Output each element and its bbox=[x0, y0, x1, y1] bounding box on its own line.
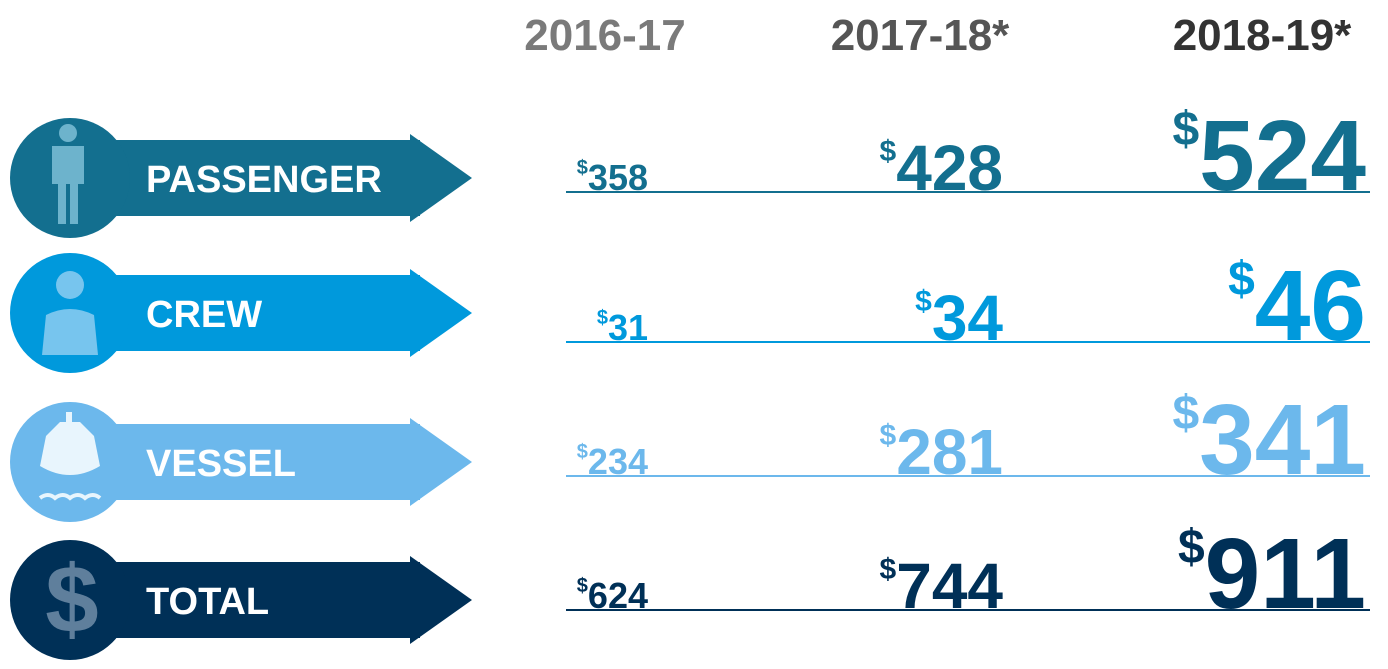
value-number: 358 bbox=[588, 157, 648, 198]
value: $358 bbox=[577, 157, 648, 198]
value-number: 428 bbox=[896, 132, 1003, 204]
value: $744 bbox=[880, 550, 1004, 622]
arrow-head bbox=[410, 556, 472, 644]
value-number: 911 bbox=[1205, 518, 1366, 630]
value-number: 744 bbox=[896, 550, 1003, 622]
row-label: TOTAL bbox=[146, 581, 269, 623]
currency-sign: $ bbox=[880, 419, 897, 452]
icon-waves bbox=[38, 493, 102, 501]
value-number: 46 bbox=[1255, 250, 1366, 362]
row-label: CREW bbox=[146, 294, 262, 336]
currency-sign: $ bbox=[1228, 253, 1255, 306]
value: $281 bbox=[880, 416, 1003, 488]
currency-sign: $ bbox=[577, 157, 588, 179]
value: $34 bbox=[915, 282, 1003, 354]
currency-sign: $ bbox=[915, 285, 932, 318]
value: $31 bbox=[597, 307, 648, 348]
column-header: 2017-18* bbox=[831, 11, 1010, 60]
value-number: 341 bbox=[1199, 384, 1366, 496]
value-number: 281 bbox=[896, 416, 1003, 488]
value: $524 bbox=[1172, 100, 1366, 212]
value: $911 bbox=[1178, 518, 1366, 630]
currency-sign: $ bbox=[597, 307, 608, 329]
currency-sign: $ bbox=[1172, 103, 1199, 156]
arrow-head bbox=[410, 134, 472, 222]
icon-ship bbox=[40, 412, 100, 475]
row-banner: $ TOTAL bbox=[10, 540, 472, 660]
row-banner: VESSEL bbox=[10, 402, 472, 522]
icon-person-head bbox=[59, 124, 77, 142]
currency-sign: $ bbox=[880, 135, 897, 168]
value: $428 bbox=[880, 132, 1003, 204]
column-header: 2016-17 bbox=[524, 11, 685, 60]
row-banner: CREW bbox=[10, 253, 472, 373]
currency-sign: $ bbox=[577, 575, 588, 597]
currency-sign: $ bbox=[1172, 387, 1199, 440]
value: $46 bbox=[1228, 250, 1366, 362]
row-label: VESSEL bbox=[146, 443, 296, 485]
icon-crew-body bbox=[42, 309, 98, 355]
currency-sign: $ bbox=[577, 441, 588, 463]
icon-crew-head bbox=[56, 271, 84, 299]
value: $234 bbox=[577, 441, 648, 482]
value: $341 bbox=[1172, 384, 1366, 496]
icon-person-body bbox=[52, 146, 84, 224]
currency-sign: $ bbox=[1178, 521, 1205, 574]
currency-sign: $ bbox=[880, 553, 897, 586]
arrow-head bbox=[410, 418, 472, 506]
value-number: 234 bbox=[588, 441, 648, 482]
value: $624 bbox=[577, 575, 648, 616]
value-number: 524 bbox=[1199, 100, 1366, 212]
icon-dollar: $ bbox=[45, 546, 98, 653]
row-label: PASSENGER bbox=[146, 159, 382, 201]
arrow-head bbox=[410, 269, 472, 357]
column-header: 2018-19* bbox=[1173, 11, 1352, 60]
value-number: 624 bbox=[588, 575, 648, 616]
value-number: 31 bbox=[608, 307, 648, 348]
icon-circle bbox=[10, 540, 130, 660]
value-number: 34 bbox=[932, 282, 1004, 354]
row-banner: PASSENGER bbox=[10, 118, 472, 238]
